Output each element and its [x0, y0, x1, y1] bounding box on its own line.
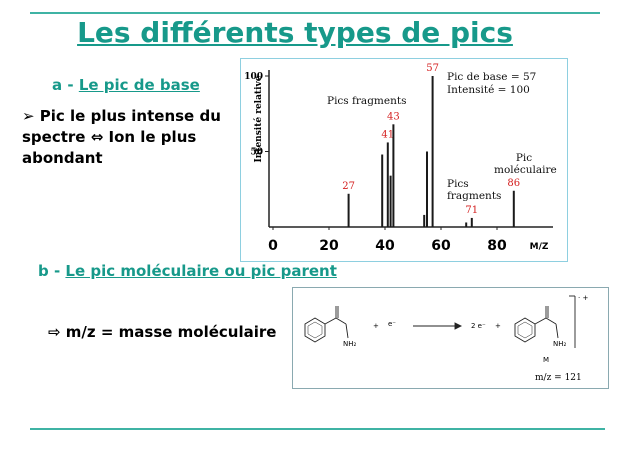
- y-axis-title: Intensité relative: [253, 75, 264, 162]
- peak: [431, 76, 434, 227]
- section-a-heading: a - Le pic de base: [52, 76, 200, 94]
- top-rule: [30, 12, 600, 14]
- peak: [386, 142, 389, 227]
- annotation: Pics fragments: [327, 95, 407, 107]
- section-title: Le pic de base: [78, 76, 200, 94]
- annotation: Pic moléculaire: [494, 152, 557, 176]
- peak: [389, 175, 392, 227]
- annotation: Pics fragments: [447, 178, 502, 202]
- x-tick-label: 60: [431, 238, 451, 254]
- plus-sign: +: [373, 322, 379, 330]
- y-tick-label: 100: [244, 72, 263, 82]
- x-tick-label: 80: [487, 238, 507, 254]
- section-prefix: a -: [52, 76, 74, 94]
- peak-label: 86: [507, 178, 520, 189]
- slide-title: Les différents types de pics: [77, 16, 513, 49]
- section-prefix: b -: [38, 262, 61, 280]
- x-tick-label: 20: [319, 238, 339, 254]
- peak-label: 71: [465, 205, 478, 216]
- x-axis-title: M/Z: [530, 242, 549, 252]
- peak: [465, 222, 468, 227]
- peak-label: 43: [387, 111, 400, 122]
- amine-label: NH₂: [343, 340, 357, 348]
- amine-label: NH₂: [553, 340, 567, 348]
- x-tick-label: 40: [375, 238, 395, 254]
- x-tick-label: 0: [268, 238, 278, 254]
- section-b-text: ⇨ m/z = masse moléculaire: [48, 323, 277, 341]
- annotation: Pic de base = 57: [447, 71, 537, 83]
- peak: [392, 124, 395, 227]
- mass-label: m/z = 121: [535, 373, 582, 383]
- reaction-scheme: NH₂ + e⁻ 2 e⁻ + · + NH₂ M m/z = 121: [292, 287, 609, 389]
- peak: [470, 217, 473, 227]
- plus-sign: +: [495, 322, 501, 330]
- annotation: Intensité = 100: [447, 84, 530, 96]
- section-a-text: ➢ Pic le plus intense du spectre ⇔ Ion l…: [22, 107, 221, 167]
- peak-label: 57: [426, 63, 439, 74]
- radical-cation-label: · +: [578, 294, 588, 302]
- peak: [512, 190, 515, 227]
- peak: [426, 151, 428, 227]
- electrons-label: 2 e⁻: [471, 322, 486, 330]
- peak: [381, 154, 384, 227]
- y-tick-label: 50: [250, 148, 263, 158]
- peak-label: 27: [342, 181, 355, 192]
- peak: [347, 193, 350, 227]
- bottom-rule: [30, 428, 605, 430]
- mass-spectrum: Intensité relative 50 100 0 20 40 60 80 M/Z 27 41…: [240, 58, 568, 262]
- section-b-heading: b - Le pic moléculaire ou pic parent: [38, 262, 337, 280]
- molecule-label: M: [543, 356, 549, 364]
- peak: [423, 214, 426, 227]
- peak-label: 41: [381, 129, 394, 140]
- section-title: Le pic moléculaire ou pic parent: [65, 262, 337, 280]
- structure: [304, 295, 576, 348]
- electron-label: e⁻: [388, 320, 396, 328]
